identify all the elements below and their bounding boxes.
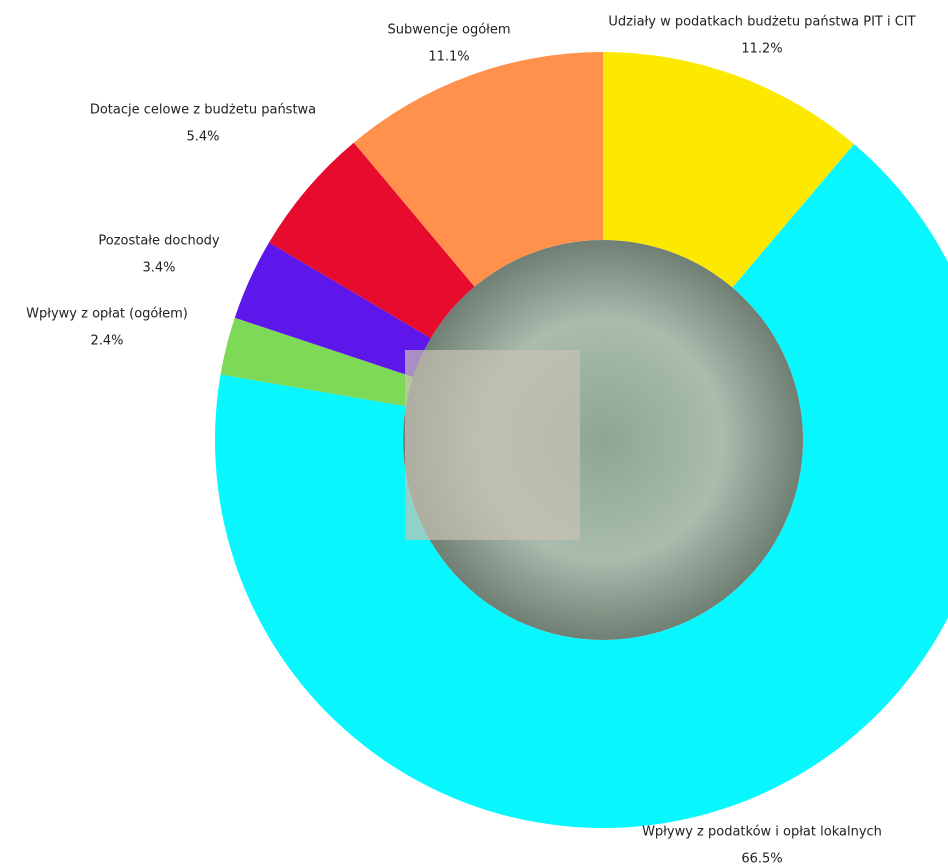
slice-value: 5.4% (186, 130, 219, 145)
labels: Udziały w podatkach budżetu państwa PIT … (26, 15, 915, 865)
slice (353, 52, 603, 287)
slice-label: Dotacje celowe z budżetu państwa (90, 103, 316, 118)
slices (215, 52, 948, 828)
slice-label: Pozostałe dochody (98, 234, 220, 249)
slice-value: 11.2% (741, 42, 782, 57)
slice (234, 242, 431, 378)
slice-label: Subwencje ogółem (387, 23, 510, 38)
slice-label: Wpływy z podatków i opłat lokalnych (642, 825, 882, 840)
slice (215, 144, 948, 828)
slice-label: Wpływy z opłat (ogółem) (26, 307, 188, 322)
slice (269, 142, 475, 339)
slice-label: Udziały w podatkach budżetu państwa PIT … (608, 15, 915, 30)
slice (603, 52, 855, 288)
slice-value: 3.4% (142, 261, 175, 276)
banknote-stack (405, 350, 580, 540)
slice-value: 11.1% (428, 50, 469, 65)
slice-value: 66.5% (741, 852, 782, 865)
slice (220, 317, 414, 407)
slice-value: 2.4% (90, 334, 123, 349)
